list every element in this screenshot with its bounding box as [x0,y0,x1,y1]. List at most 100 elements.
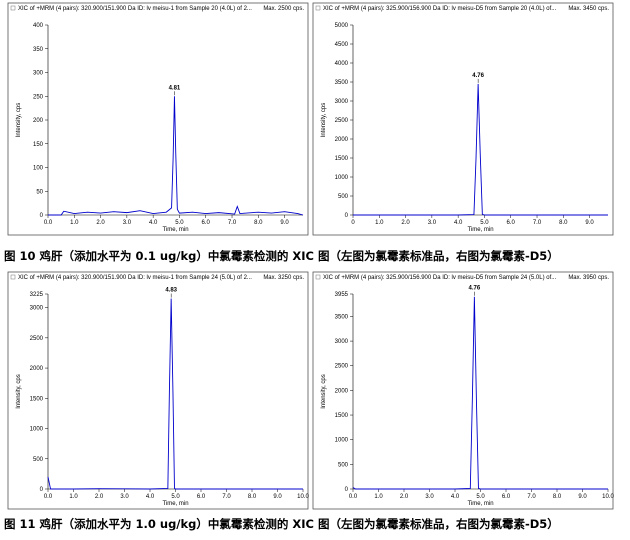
y-tick-label: 2500 [335,364,349,370]
header-icon [10,5,16,11]
y-tick-label: 2000 [335,137,349,143]
y-tick-label: 5000 [335,23,349,29]
x-tick-label: 2.0 [401,220,410,226]
x-tick-label: 4.0 [451,494,460,500]
peak-label: 4.81 [169,85,181,91]
y-tick-label: 0 [40,213,44,219]
x-tick-label: 5.0 [480,220,489,226]
x-tick-label: 6.0 [202,220,211,226]
x-tick-label: 0.0 [349,494,358,500]
chart-frame [312,271,614,510]
y-tick-label: 100 [33,166,44,172]
y-tick-label: 50 [36,189,43,195]
y-tick-label: 1000 [30,427,44,433]
header-icon [315,274,321,280]
x-tick-label: 8.0 [248,494,257,500]
y-tick-label: 1500 [335,156,349,162]
x-tick-label: 9.0 [280,220,289,226]
x-tick-label: 1.0 [374,494,383,500]
x-tick-label: 2.0 [96,220,105,226]
x-tick-label: 8.0 [559,220,568,226]
x-tick-label: 5.0 [171,494,180,500]
x-tick-label: 9.0 [273,494,282,500]
x-tick-label: 4.0 [454,220,463,226]
x-tick-label: 1.0 [69,494,78,500]
y-tick-label: 1500 [335,413,349,419]
y-tick-label: 2000 [335,388,349,394]
chart-frame [7,2,309,236]
y-tick-label: 500 [33,457,44,463]
y-tick-label: 3955 [335,292,349,298]
chart-header: XIC of +MRM (4 pairs): 325.900/156.900 D… [323,6,557,12]
x-axis-label: Time, min [162,501,188,507]
y-tick-label: 350 [33,47,44,53]
y-tick-label: 3000 [335,339,349,345]
header-icon [315,5,321,11]
y-tick-label: 1500 [30,396,44,402]
x-axis-label: Time, min [162,227,188,233]
y-tick-label: 400 [33,23,44,29]
x-tick-label: 7.0 [222,494,231,500]
x-tick-label: 9.0 [578,494,587,500]
x-tick-label: 4.0 [146,494,155,500]
y-tick-label: 2500 [30,336,44,342]
x-tick-label: 1.0 [375,220,384,226]
x-tick-label: 4.0 [149,220,158,226]
chart-frame [312,2,614,236]
caption: 图 11 鸡肝（添加水平为 1.0 ug/kg）中氯霉素检测的 XIC 图（左图… [4,517,559,531]
x-tick-label: 7.0 [533,220,542,226]
y-tick-label: 500 [338,462,349,468]
x-tick-label: 7.0 [228,220,237,226]
y-tick-label: 1000 [335,175,349,181]
peak-label: 4.83 [165,288,177,294]
max-label: Max. 3250 cps. [263,275,304,281]
trace [352,296,608,490]
x-tick-label: 10.0 [602,494,614,500]
x-tick-label: 0.0 [44,220,53,226]
peak-label: 4.76 [469,286,481,292]
chart-frame [7,271,309,510]
header-icon [10,274,16,280]
trace [353,83,608,216]
max-label: Max. 3450 cps. [568,6,609,12]
max-label: Max. 3950 cps. [568,275,609,281]
chart-header: XIC of +MRM (4 pairs): 320.900/151.900 D… [18,275,252,281]
peak-label: 4.76 [472,73,484,79]
x-axis-label: Time, min [467,501,493,507]
y-tick-label: 3000 [335,99,349,105]
x-tick-label: 2.0 [400,494,409,500]
y-tick-label: 2000 [30,366,44,372]
y-tick-label: 4000 [335,61,349,67]
y-tick-label: 3500 [335,314,349,320]
x-tick-label: 8.0 [254,220,263,226]
x-tick-label: 3.0 [425,494,434,500]
y-axis-label: Intensity, cps [16,374,22,409]
y-tick-label: 250 [33,94,44,100]
x-tick-label: 5.0 [476,494,485,500]
x-tick-label: 3.0 [120,494,129,500]
y-tick-label: 4500 [335,42,349,48]
y-axis-label: Intensity, cps [321,374,327,409]
x-tick-label: 0.0 [44,494,53,500]
caption: 图 10 鸡肝（添加水平为 0.1 ug/kg）中氯霉素检测的 XIC 图（左图… [4,249,559,263]
y-tick-label: 500 [338,194,349,200]
y-tick-label: 0 [345,213,349,219]
y-tick-label: 3225 [30,292,44,298]
x-tick-label: 1.0 [70,220,79,226]
trace [47,298,303,490]
max-label: Max. 2500 cps. [263,6,304,12]
chart-header: XIC of +MRM (4 pairs): 325.900/156.900 D… [323,275,557,281]
x-tick-label: 7.0 [527,494,536,500]
y-tick-label: 300 [33,71,44,77]
x-tick-label: 8.0 [553,494,562,500]
x-tick-label: 6.0 [502,494,511,500]
x-tick-label: 6.0 [197,494,206,500]
x-tick-label: 5.0 [175,220,184,226]
trace [48,96,304,216]
y-tick-label: 1000 [335,438,349,444]
x-tick-label: 2.0 [95,494,104,500]
y-tick-label: 200 [33,118,44,124]
y-tick-label: 3000 [30,306,44,312]
